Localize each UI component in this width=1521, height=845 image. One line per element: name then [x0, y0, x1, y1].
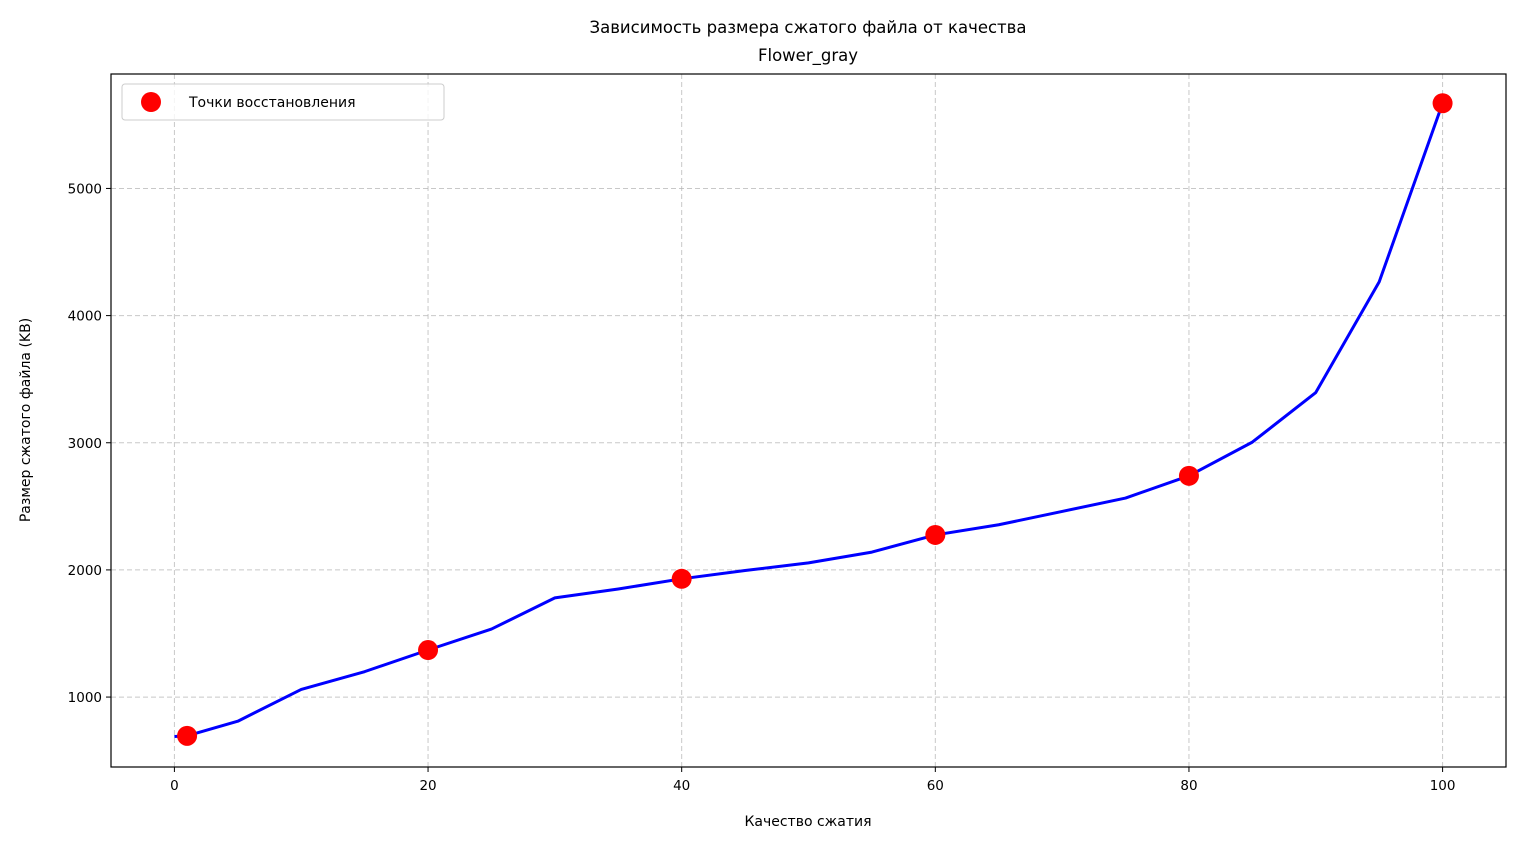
y-axis-label: Размер сжатого файла (KB)	[18, 318, 34, 522]
chart-subtitle: Flower_gray	[758, 46, 858, 66]
x-tick-label: 60	[927, 778, 944, 794]
x-tick-label: 0	[170, 778, 179, 794]
x-tick-label: 40	[673, 778, 690, 794]
restore-point-marker	[177, 725, 198, 746]
y-tick-label: 5000	[68, 181, 102, 197]
x-axis-label: Качество сжатия	[744, 814, 871, 830]
x-tick-label: 100	[1430, 778, 1456, 794]
legend-marker	[141, 92, 161, 112]
plot-frame	[110, 73, 1507, 768]
restore-point-marker	[418, 640, 439, 661]
restore-point-marker	[925, 524, 946, 545]
restore-point-marker	[1178, 465, 1199, 486]
y-tick-label: 1000	[68, 690, 102, 706]
y-tick-label: 2000	[68, 563, 102, 579]
plot-area	[174, 93, 1453, 746]
legend-label: Точки восстановления	[188, 95, 356, 111]
series-line	[174, 102, 1445, 738]
chart-title: Зависимость размера сжатого файла от кач…	[590, 18, 1027, 37]
x-tick-label: 80	[1180, 778, 1197, 794]
restore-point-marker	[671, 568, 692, 589]
restore-point-marker	[1432, 93, 1453, 114]
legend: Точки восстановления	[121, 83, 445, 121]
y-tick-label: 3000	[68, 436, 102, 452]
legend-box	[121, 83, 445, 121]
y-tick-label: 4000	[68, 309, 102, 325]
grid-lines	[111, 74, 1506, 767]
axes: 0 20 40 60 80 100 1000 2000 3000 4000 5000	[68, 181, 1456, 794]
x-tick-label: 20	[419, 778, 436, 794]
